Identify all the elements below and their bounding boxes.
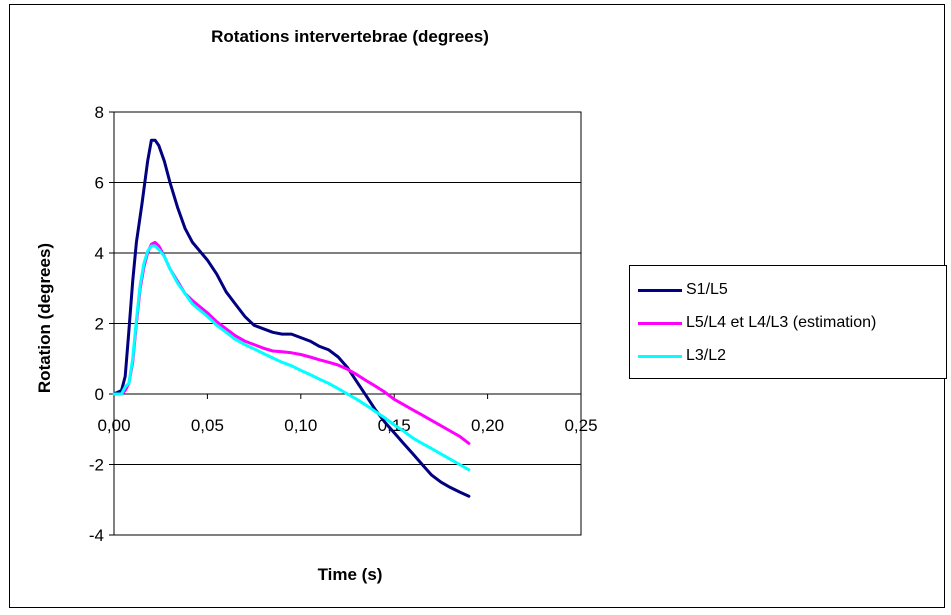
x-tick-label: 0,05: [191, 416, 224, 435]
chart-title: Rotations intervertebrae (degrees): [211, 27, 489, 46]
series-line-1: [112, 240, 471, 445]
legend-label: L3/L2: [686, 347, 727, 364]
series-line-2: [112, 244, 471, 472]
series-line-0: [112, 138, 471, 498]
y-tick-label: 0: [95, 385, 104, 404]
legend-swatch: [638, 354, 682, 358]
y-tick-label: 6: [95, 174, 104, 193]
y-axis-label: Rotation (degrees): [35, 242, 54, 394]
x-tick-label: 0,20: [471, 416, 504, 435]
tick-marks: [109, 111, 582, 536]
legend-label: L5/L4 et L4/L3 (estimation): [686, 314, 877, 331]
legend-swatch: [638, 288, 682, 292]
x-tick-label: 0,00: [97, 416, 130, 435]
legend-item-s1-l5: S1/L5: [638, 280, 728, 300]
x-axis-label: Time (s): [317, 565, 383, 584]
series-lines: [112, 138, 471, 498]
y-tick-label: 8: [95, 103, 104, 122]
y-tick-label: 4: [95, 244, 104, 263]
legend-item-l3-l2: L3/L2: [638, 346, 726, 366]
legend-swatch: [638, 321, 682, 325]
legend-item-l5-l4-l4-l3: L5/L4 et L4/L3 (estimation): [638, 313, 876, 333]
x-axis-tick-labels: 0,00 0,05 0,10 0,15 0,20 0,25: [97, 416, 597, 435]
y-tick-label: 2: [95, 315, 104, 334]
legend: S1/L5 L5/L4 et L4/L3 (estimation) L3/L2: [629, 265, 947, 379]
y-tick-label: -4: [89, 526, 104, 545]
x-tick-label: 0,25: [564, 416, 597, 435]
gridlines: [114, 182, 581, 465]
y-axis-tick-labels: -4 -2 0 2 4 6 8: [89, 103, 104, 545]
legend-label: S1/L5: [686, 281, 728, 298]
y-tick-label: -2: [89, 456, 104, 475]
x-tick-label: 0,10: [284, 416, 317, 435]
